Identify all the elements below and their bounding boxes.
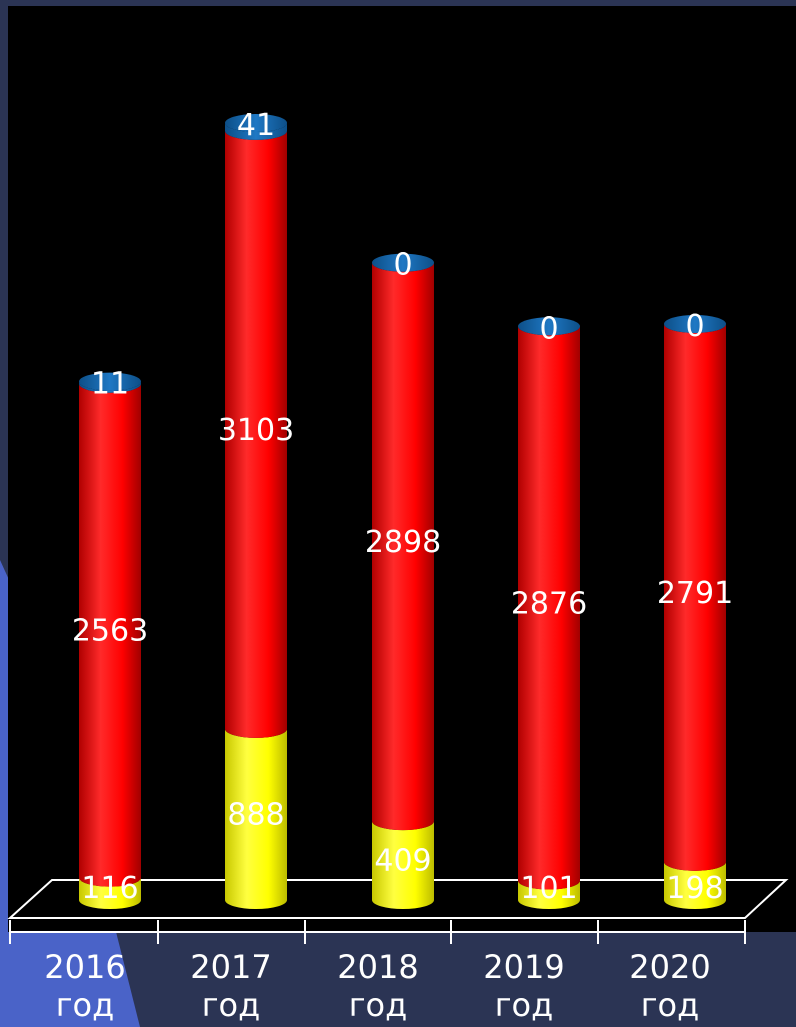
bar-segment-red bbox=[79, 383, 141, 887]
data-label-blue: 0 bbox=[393, 248, 412, 283]
category-label: 2020 год bbox=[629, 948, 710, 1024]
category-label: 2017 год bbox=[190, 948, 271, 1024]
data-label-blue: 0 bbox=[539, 311, 558, 346]
bar-segment-red bbox=[664, 323, 726, 871]
bar-segment-yellow bbox=[664, 861, 726, 909]
bar-segment-yellow bbox=[79, 877, 141, 909]
data-label-yellow: 888 bbox=[227, 797, 284, 832]
data-label-red: 3103 bbox=[218, 413, 294, 448]
data-label-yellow: 101 bbox=[520, 871, 577, 906]
data-label-blue: 0 bbox=[685, 309, 704, 344]
x-axis bbox=[9, 920, 746, 944]
category-label: 2019 год bbox=[483, 948, 564, 1024]
data-label-red: 2876 bbox=[511, 586, 587, 621]
bar-top-cap bbox=[518, 317, 580, 336]
data-label-yellow: 116 bbox=[81, 871, 138, 906]
data-label-yellow: 198 bbox=[666, 871, 723, 906]
bar-top-cap bbox=[372, 253, 434, 272]
category-label: 2018 год bbox=[337, 948, 418, 1024]
category-label: 2016 год bbox=[44, 948, 125, 1024]
data-label-red: 2898 bbox=[365, 525, 441, 560]
bar-segment-red bbox=[225, 130, 287, 738]
data-label-red: 2563 bbox=[72, 614, 148, 649]
bar-segment-yellow bbox=[518, 880, 580, 909]
bar-top-cap bbox=[79, 372, 141, 391]
bar-segment-blue bbox=[225, 123, 287, 140]
data-label-blue: 11 bbox=[91, 367, 129, 402]
chart-floor bbox=[7, 879, 789, 919]
bar-segment-yellow bbox=[225, 728, 287, 909]
data-label-red: 2791 bbox=[657, 576, 733, 611]
bar-segment-blue bbox=[79, 381, 141, 393]
bar-top-cap bbox=[225, 114, 287, 132]
bars-layer bbox=[79, 114, 726, 909]
bar-segment-yellow bbox=[372, 821, 434, 909]
data-label-yellow: 409 bbox=[374, 844, 431, 879]
bar-top-cap bbox=[664, 314, 726, 333]
data-labels-layer: 116 2563 11 888 3103 41 409 2898 0 101 2876 0 198 279… bbox=[72, 108, 733, 906]
category-labels-layer: 2016 год 2017 год 2018 год 2019 год 2020 год bbox=[44, 948, 710, 1024]
bar-segment-red bbox=[518, 326, 580, 890]
bar-segment-red bbox=[372, 262, 434, 831]
data-label-blue: 41 bbox=[237, 108, 275, 143]
